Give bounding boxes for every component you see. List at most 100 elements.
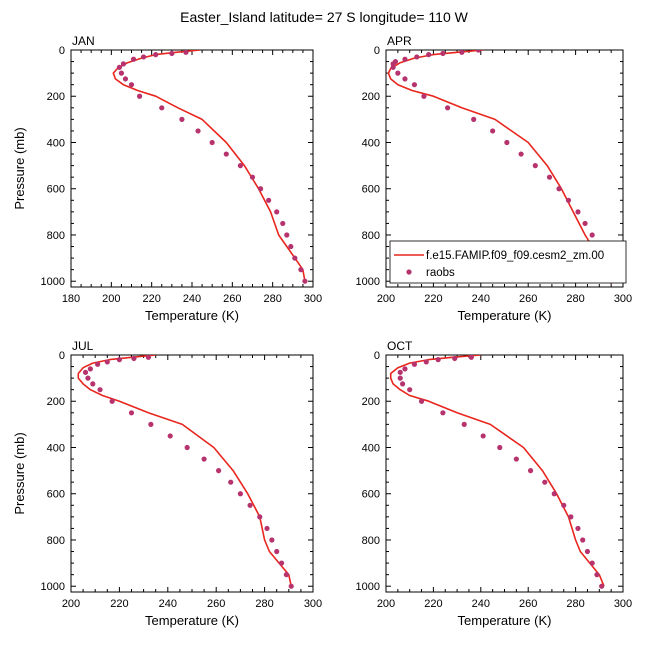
obs-point xyxy=(104,359,110,365)
legend-model-label: f.e15.FAMIP.f09_f09.cesm2_zm.00 xyxy=(426,250,604,262)
obs-point xyxy=(120,61,127,67)
obs-point xyxy=(266,197,272,203)
x-tick-label: 280 xyxy=(566,598,584,610)
plot-data xyxy=(112,50,308,284)
legend-box xyxy=(389,240,627,284)
obs-point xyxy=(116,357,122,363)
obs-point xyxy=(264,525,270,532)
obs-point xyxy=(546,174,553,180)
obs-point xyxy=(568,514,574,520)
obs-point xyxy=(179,116,185,122)
model-line xyxy=(389,355,605,587)
x-tick-label: 200 xyxy=(102,293,120,305)
obs-point xyxy=(582,220,588,227)
y-tick-label: 0 xyxy=(59,350,65,362)
obs-point xyxy=(490,128,496,134)
legend-dot-swatch xyxy=(406,269,412,275)
x-tick-label: 260 xyxy=(519,293,537,305)
obs-point xyxy=(85,375,91,381)
obs-point xyxy=(399,381,406,387)
obs-point xyxy=(148,421,154,427)
obs-point xyxy=(575,209,581,215)
obs-point xyxy=(561,502,567,508)
x-tick-label: 240 xyxy=(183,293,201,305)
obs-point xyxy=(440,50,446,57)
obs-point xyxy=(480,433,486,439)
x-tick-label: 300 xyxy=(614,598,632,610)
obs-point xyxy=(257,514,263,520)
obs-point xyxy=(594,572,600,578)
obs-point xyxy=(471,116,477,122)
y-axis-label: Pressure (mb) xyxy=(12,127,27,209)
y-tick-label: 800 xyxy=(362,535,380,547)
y-tick-label: 200 xyxy=(47,91,65,103)
obs-point xyxy=(131,355,137,362)
obs-point xyxy=(418,398,425,404)
panel-label: APR xyxy=(387,34,412,48)
obs-point xyxy=(274,548,280,555)
obs-point xyxy=(257,186,264,192)
obs-point xyxy=(288,583,294,589)
y-tick-label: 1000 xyxy=(41,581,65,593)
obs-point xyxy=(397,369,403,375)
y-tick-label: 200 xyxy=(362,91,380,103)
x-tick-label: 300 xyxy=(304,598,322,610)
obs-point xyxy=(116,64,122,70)
y-tick-label: 600 xyxy=(362,489,380,501)
plot-data xyxy=(77,355,294,589)
obs-point xyxy=(440,410,446,416)
obs-point xyxy=(397,375,403,381)
x-tick-label: 200 xyxy=(377,293,395,305)
obs-point xyxy=(167,433,173,439)
x-tick-label: 220 xyxy=(424,598,442,610)
obs-point xyxy=(475,50,482,53)
x-axis-label: Temperature (K) xyxy=(458,613,552,628)
x-tick-label: 220 xyxy=(424,293,442,305)
obs-point xyxy=(468,355,474,360)
obs-point xyxy=(274,209,280,215)
y-tick-label: 200 xyxy=(47,396,65,408)
obs-point xyxy=(565,197,572,203)
y-tick-label: 1000 xyxy=(41,276,65,288)
obs-point xyxy=(580,537,586,543)
obs-point xyxy=(435,357,441,363)
obs-point xyxy=(556,186,562,192)
obs-point xyxy=(128,82,135,88)
panel-label: JUL xyxy=(72,339,94,353)
obs-point xyxy=(589,560,595,566)
obs-point xyxy=(542,479,548,485)
obs-point xyxy=(452,355,458,362)
obs-point xyxy=(247,502,253,508)
y-tick-label: 800 xyxy=(362,230,380,242)
obs-point xyxy=(497,444,503,451)
x-tick-label: 300 xyxy=(304,293,322,305)
obs-point xyxy=(461,421,467,427)
obs-point xyxy=(87,366,93,372)
x-tick-label: 240 xyxy=(472,293,490,305)
obs-point xyxy=(459,50,465,55)
obs-point xyxy=(95,361,101,367)
obs-point xyxy=(141,54,147,60)
obs-point xyxy=(390,64,396,70)
panel-label: JAN xyxy=(72,34,95,48)
panel-jul: 200 220 240 260 280 300 0 200 400 600 800 1000 JUL Te… xyxy=(12,339,322,628)
obs-point xyxy=(269,537,275,543)
obs-point xyxy=(302,278,308,284)
y-tick-label: 400 xyxy=(362,137,380,149)
obs-point xyxy=(184,444,190,451)
obs-point xyxy=(209,139,215,146)
obs-point xyxy=(599,583,605,589)
obs-point xyxy=(527,468,534,474)
x-axis-label: Temperature (K) xyxy=(145,613,239,628)
y-tick-label: 400 xyxy=(47,442,65,454)
x-tick-label: 220 xyxy=(110,598,128,610)
plot-data xyxy=(389,355,605,589)
y-tick-label: 600 xyxy=(362,184,380,196)
plot-frame xyxy=(70,354,314,593)
legend-obs-label: raobs xyxy=(426,267,455,279)
obs-point xyxy=(228,479,234,485)
obs-point xyxy=(411,82,418,88)
obs-point xyxy=(169,50,175,57)
obs-point xyxy=(97,387,103,393)
obs-point xyxy=(288,243,294,250)
